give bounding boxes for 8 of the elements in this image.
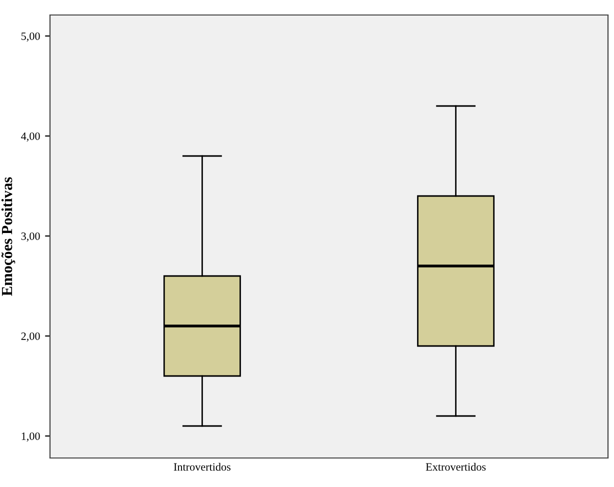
y-axis-title: Emoções Positivas <box>1 177 16 296</box>
y-tick-label: 5,00 <box>21 32 40 42</box>
x-tick-label: Extrovertidos <box>426 462 486 471</box>
x-tick-label: Introvertidos <box>174 462 230 471</box>
y-tick-label: 2,00 <box>21 332 40 342</box>
y-tick-label: 3,00 <box>21 232 40 242</box>
y-tick-label: 4,00 <box>21 132 40 142</box>
y-tick-label: 1,00 <box>22 432 40 442</box>
